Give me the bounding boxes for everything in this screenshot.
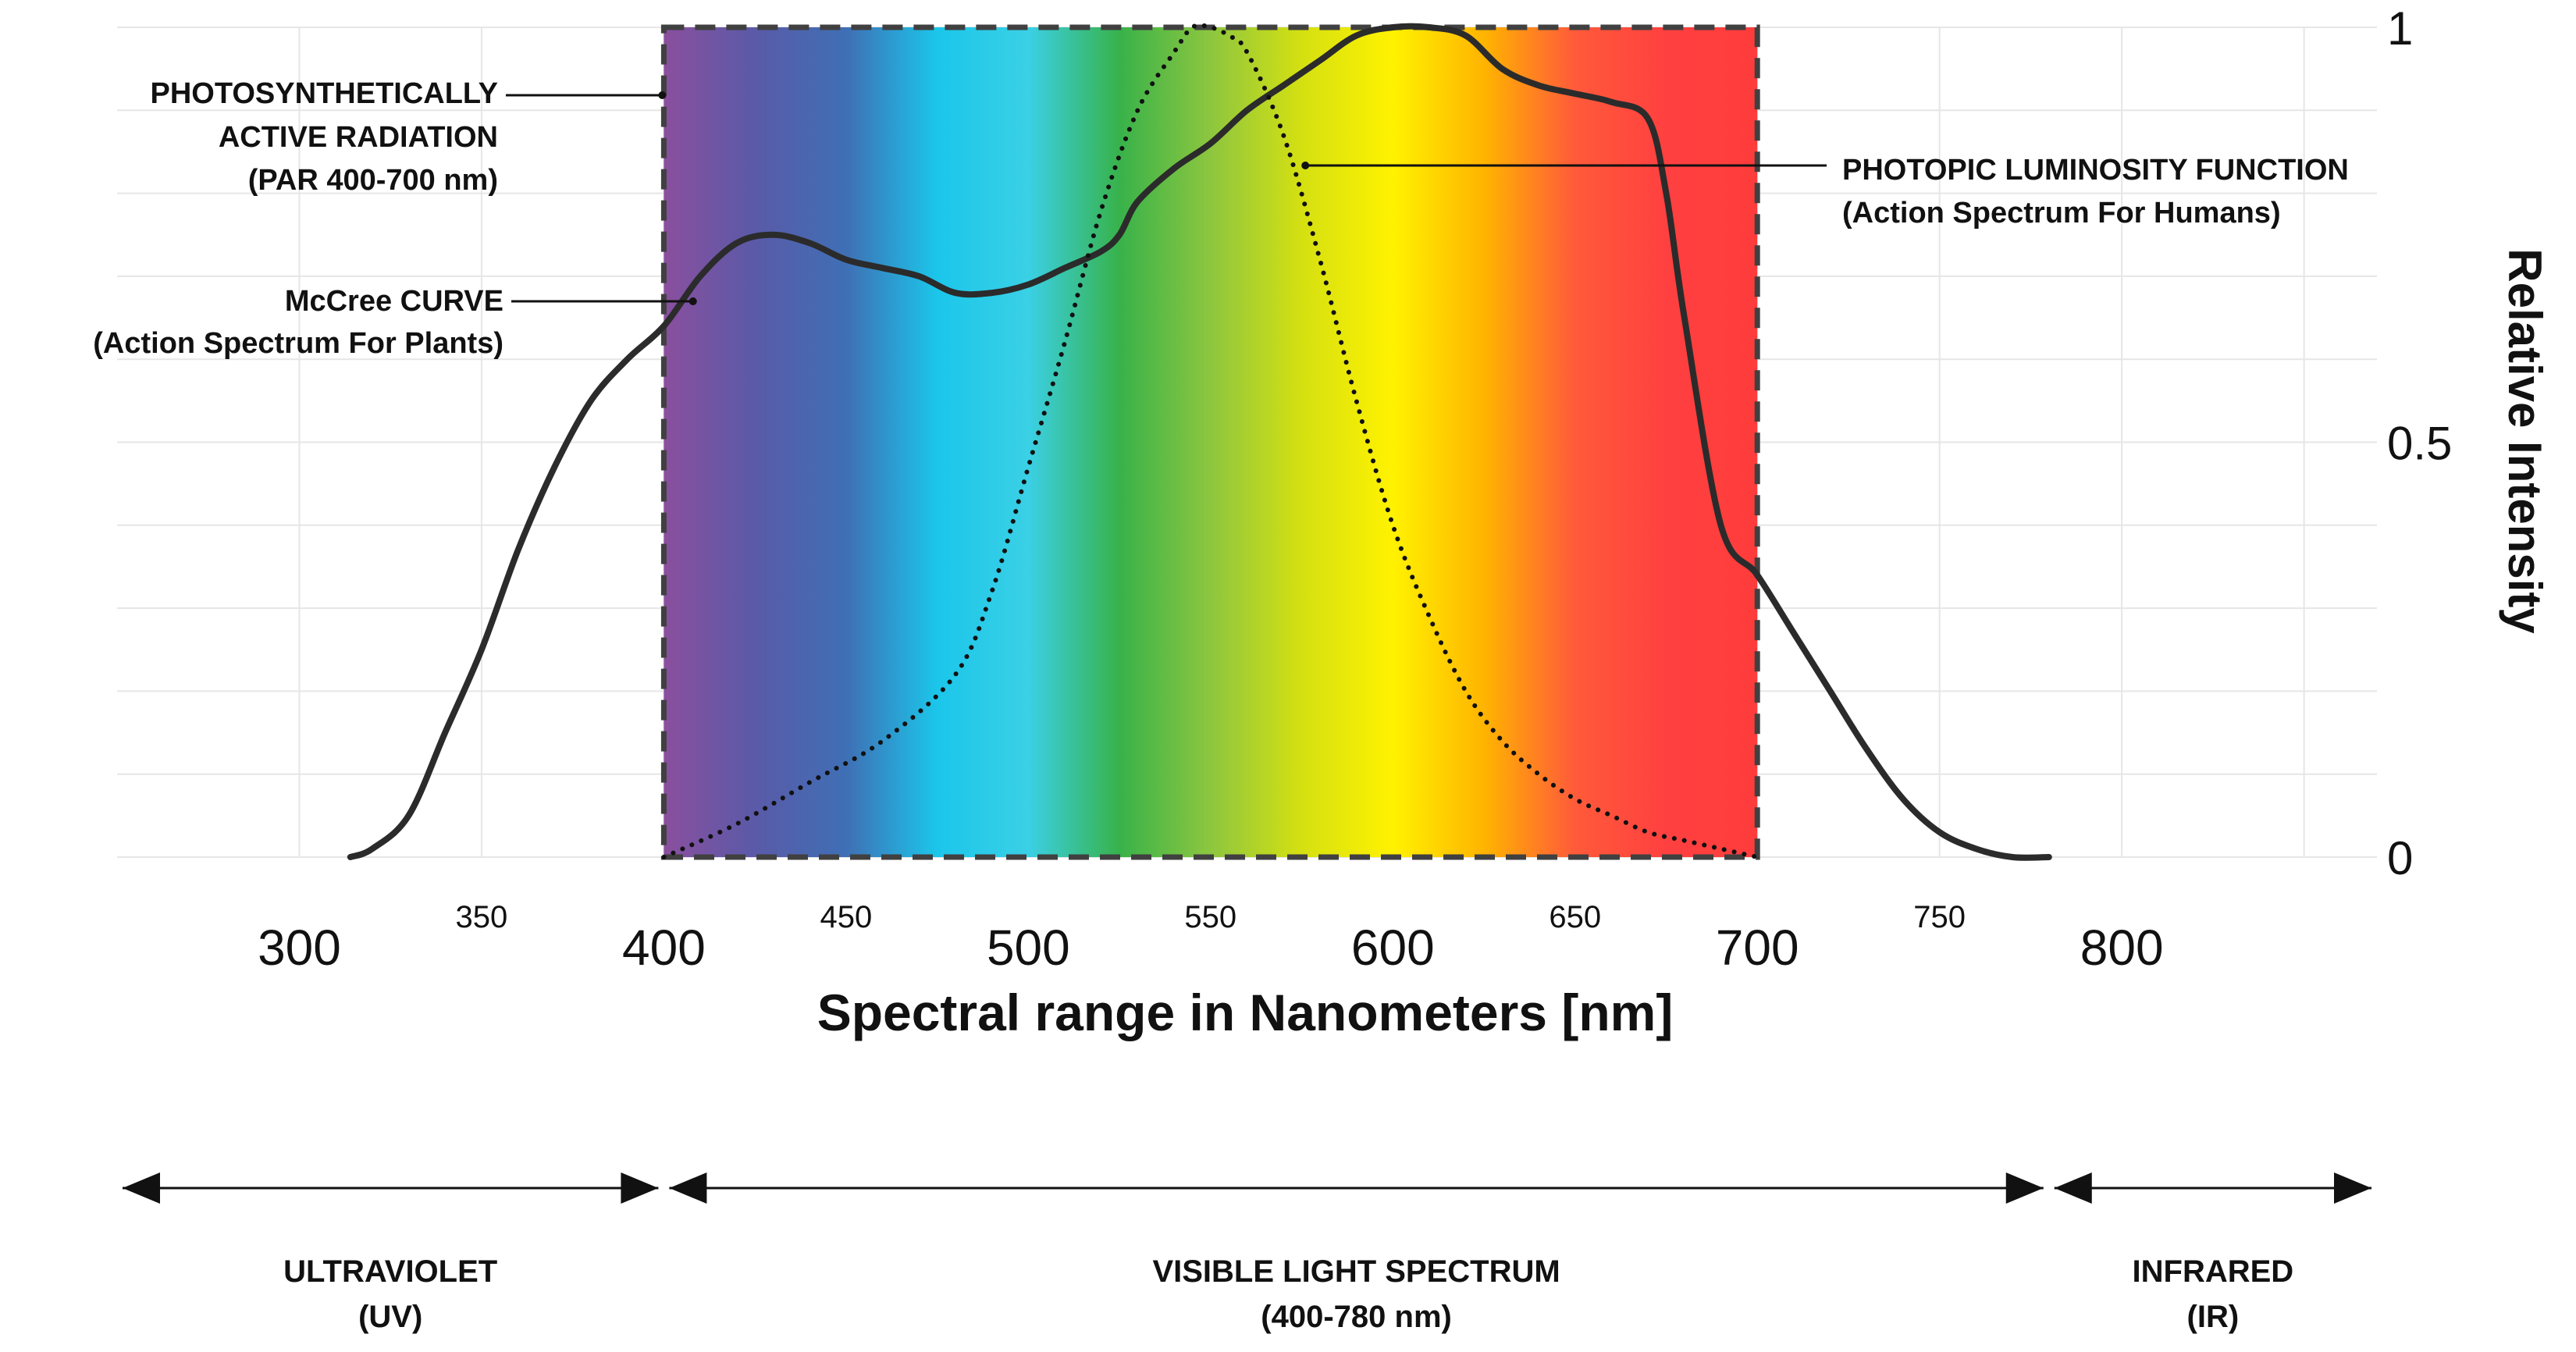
- range-sub-label: (400-780 nm): [1261, 1300, 1452, 1334]
- y-tick-label: 0.5: [2387, 418, 2452, 470]
- x-tick-label-major: 700: [1716, 920, 1799, 976]
- photopic-leader-dot: [1301, 162, 1310, 169]
- range-arrow-head: [2334, 1172, 2371, 1204]
- chart-text: PHOTOSYNTHETICALLY ACTIVE RADIATION (PAR 4…: [93, 2, 2551, 1041]
- range-label: VISIBLE LIGHT SPECTRUM: [1152, 1254, 1560, 1289]
- spectrum-ranges: ULTRAVIOLET (UV) VISIBLE LIGHT SPECTRUM (40…: [123, 1172, 2371, 1334]
- range-label: INFRARED: [2133, 1254, 2294, 1289]
- photopic-label-line1: PHOTOPIC LUMINOSITY FUNCTION: [1842, 154, 2349, 187]
- mccree-curve: [347, 23, 2052, 861]
- range-sub-label: (UV): [358, 1300, 422, 1334]
- par-label-line1: PHOTOSYNTHETICALLY: [151, 77, 499, 110]
- range-sub-label: (IR): [2187, 1300, 2240, 1334]
- par-dashed-box: [660, 24, 1760, 860]
- photopic-curve: [661, 23, 1760, 859]
- y-tick-label: 0: [2387, 832, 2413, 884]
- par-label-line2: ACTIVE RADIATION: [219, 121, 498, 154]
- range-arrow-head: [2054, 1172, 2092, 1204]
- x-tick-label-minor: 750: [1913, 900, 1966, 934]
- range-arrow-head: [669, 1172, 707, 1204]
- range-arrow-head: [621, 1172, 659, 1204]
- range-arrow-head: [123, 1172, 160, 1204]
- visible-spectrum-band: [664, 27, 1758, 857]
- series: [347, 23, 2052, 861]
- x-tick-label-major: 400: [622, 920, 706, 976]
- par-label-line3: (PAR 400-700 nm): [248, 164, 498, 197]
- mccree-label-line1: McCree CURVE: [285, 285, 503, 318]
- x-tick-label-major: 600: [1351, 920, 1435, 976]
- x-tick-label-major: 800: [2080, 920, 2164, 976]
- annotation-leaders: [506, 91, 1827, 305]
- x-tick-label-minor: 350: [456, 900, 508, 934]
- x-tick-label-minor: 550: [1184, 900, 1236, 934]
- mccree-label-line2: (Action Spectrum For Plants): [93, 327, 503, 360]
- par-leader-dot: [658, 91, 667, 99]
- photopic-label-line2: (Action Spectrum For Humans): [1842, 197, 2281, 229]
- x-tick-label-minor: 650: [1549, 900, 1601, 934]
- y-tick-label: 1: [2387, 2, 2413, 55]
- x-axis-label: Spectral range in Nanometers [nm]: [817, 984, 1674, 1041]
- x-tick-label-minor: 450: [820, 900, 872, 934]
- y-axis-label: Relative Intensity: [2499, 248, 2551, 634]
- range-arrow-head: [2005, 1172, 2044, 1204]
- mccree-leader-dot: [688, 297, 697, 305]
- x-tick-label-major: 300: [258, 920, 341, 976]
- x-tick-label-major: 500: [987, 920, 1070, 976]
- range-label: ULTRAVIOLET: [283, 1254, 497, 1289]
